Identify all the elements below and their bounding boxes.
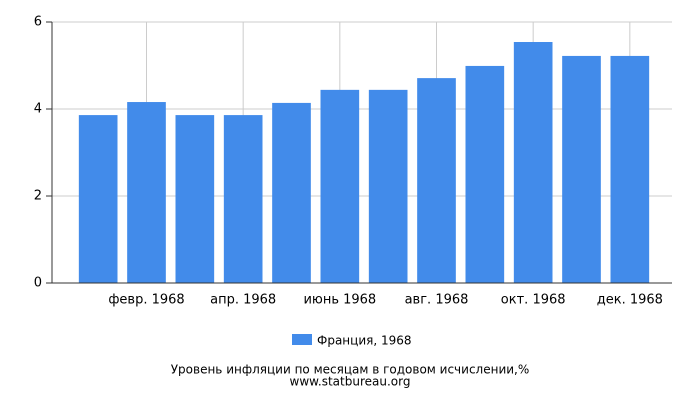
bar	[417, 78, 456, 284]
legend-swatch	[292, 334, 312, 345]
bar	[78, 115, 118, 283]
bar	[127, 102, 166, 283]
bar	[223, 115, 263, 283]
bar	[465, 65, 505, 283]
x-tick-label: дек. 1968	[597, 293, 663, 308]
y-tick-label: 0	[34, 276, 42, 291]
x-tick-label: авг. 1968	[405, 293, 469, 308]
bar	[320, 89, 360, 283]
chart-title: Уровень инфляции по месяцам в годовом ис…	[171, 363, 530, 377]
bar	[175, 115, 215, 283]
bar	[610, 55, 650, 284]
y-tick-label: 4	[34, 102, 42, 117]
legend-label: Франция, 1968	[317, 334, 412, 348]
x-tick-label: апр. 1968	[210, 293, 276, 308]
y-tick-label: 6	[34, 15, 42, 30]
x-tick-label: февр. 1968	[108, 293, 184, 308]
bar	[562, 55, 601, 284]
source: www.statbureau.org	[290, 375, 411, 389]
x-tick-label: окт. 1968	[501, 293, 566, 308]
bar	[513, 42, 553, 284]
y-tick-label: 2	[34, 189, 42, 204]
bar	[272, 102, 311, 283]
x-tick-label: июнь 1968	[303, 293, 376, 308]
bar	[368, 89, 408, 283]
